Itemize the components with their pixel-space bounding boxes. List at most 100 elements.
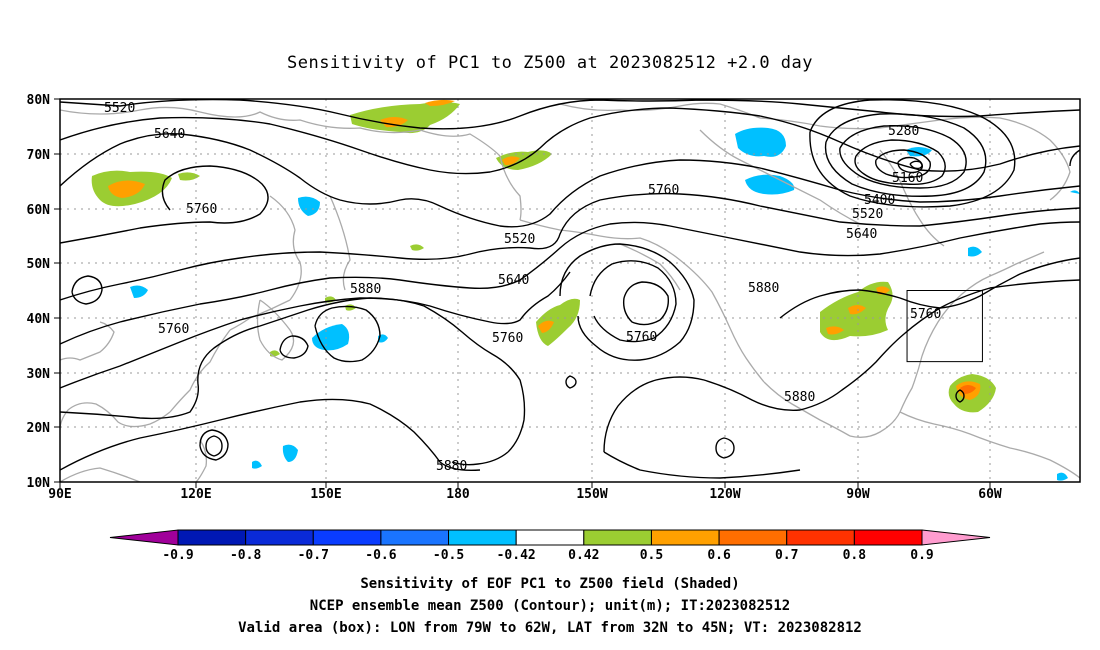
lon-label: 150W: [576, 487, 607, 502]
caption-line-2: NCEP ensemble mean Z500 (Contour); unit(…: [310, 598, 790, 614]
colorbar-arrow-right: [921, 529, 991, 546]
contour-5160-low: [875, 149, 931, 179]
contour-small-loop-6: [955, 389, 965, 403]
colorbar: -0.9 -0.8 -0.7 -0.6 -0.5 -0.42 0.42 0.5 0.6 0.7 0.…: [109, 529, 991, 563]
coast-chukotka: [499, 155, 522, 221]
contour-label-5760-e: 5760: [910, 307, 941, 322]
coast-kuril: [329, 195, 351, 291]
shade-asia-green-2: [178, 172, 200, 181]
contour-5880-south: [60, 398, 481, 472]
latitude-labels: 80N 70N 60N 50N 40N 30N 20N 10N: [27, 93, 51, 491]
colorbar-segment: [448, 529, 517, 546]
contour-small-loop-2: [199, 429, 229, 461]
contour-small-loop-4: [715, 437, 735, 459]
valid-area-box: [906, 290, 983, 363]
colorbar-label: 0.6: [707, 548, 731, 563]
contour-label-5640-b: 5640: [846, 227, 877, 242]
contour-5640-north: [60, 133, 1080, 228]
shade-small-blue-4: [906, 147, 932, 157]
contour-label-5760-c2: 5760: [626, 330, 657, 345]
shade-arctic-orange: [380, 117, 408, 128]
shade-asia-orange: [108, 180, 145, 198]
lon-label: 60W: [978, 487, 1002, 502]
lat-label: 50N: [27, 257, 51, 272]
colorbar-label: -0.7: [298, 548, 329, 563]
coast-mexico: [763, 381, 851, 437]
shade-arctic-green: [350, 102, 460, 134]
colorbar-segment: [312, 529, 382, 546]
contour-5760-low-inner: [622, 281, 670, 326]
contour-label-5760-a: 5760: [186, 202, 217, 217]
contour-label-5880-a: 5880: [350, 282, 381, 297]
map-frame: [59, 98, 1081, 483]
colorbar-label: -0.9: [162, 548, 193, 563]
shade-small-blue-1: [252, 460, 262, 469]
coast-philippines: [195, 439, 208, 482]
contour-label-5280: 5280: [888, 124, 919, 139]
contour-5760-low-outer: [559, 243, 695, 361]
colorbar-segment: [245, 529, 314, 546]
contour-5880-west: [60, 297, 526, 453]
contour-label-5760-mid: 5760: [648, 183, 679, 198]
lon-label: 90W: [846, 487, 870, 502]
contour-small-loop-5: [565, 375, 577, 389]
coast-china-east: [169, 329, 231, 413]
contour-5280-low: [839, 125, 967, 189]
lat-label: 30N: [27, 367, 51, 382]
colorbar-label: -0.42: [497, 548, 536, 563]
coast-caribbean: [899, 411, 1080, 479]
colorbar-segment: [177, 529, 247, 546]
contour-label-5160: 5160: [892, 171, 923, 186]
coast-canada-arctic: [559, 102, 761, 119]
lat-label: 40N: [27, 312, 51, 327]
contour-5760-asia: [60, 165, 269, 244]
colorbar-segment: [718, 529, 788, 546]
coast-siberia-arctic: [60, 106, 501, 157]
contour-5100-low: [897, 156, 924, 174]
lat-label: 10N: [27, 476, 51, 491]
contour-label-5760-c1: 5760: [492, 331, 523, 346]
shade-small-blue-3: [968, 246, 982, 257]
contour-label-5640-mid: 5640: [498, 273, 529, 288]
contour-label-5520-a: 5520: [104, 101, 135, 116]
shade-greenland-blue: [735, 127, 786, 157]
colorbar-label: 0.9: [910, 548, 933, 563]
contour-5700: [60, 192, 1080, 301]
shade-atlantic-red: [960, 385, 976, 394]
longitude-labels: 90E 120E 150E 180 150W 120W 90W 60W: [48, 487, 1002, 502]
colorbar-label: -0.5: [433, 548, 464, 563]
shade-small-green-1: [410, 244, 424, 251]
colorbar-segment: [786, 529, 855, 546]
contour-label-5880-d: 5880: [436, 459, 467, 474]
lon-label: 120E: [180, 487, 211, 502]
shade-small-blue-5: [1070, 190, 1080, 194]
coast-us-east: [921, 251, 1045, 357]
grid-lines: [60, 99, 1080, 482]
lat-label: 60N: [27, 203, 51, 218]
contour-label-5520-mid: 5520: [504, 232, 535, 247]
lon-label: 120W: [709, 487, 740, 502]
shade-arctic-orange-2: [425, 99, 455, 106]
contour-label-5400: 5400: [864, 193, 895, 208]
colorbar-arrow-left: [109, 529, 179, 546]
colorbar-segment: [650, 529, 720, 546]
colorbar-label: 0.8: [843, 548, 867, 563]
shade-canada-blue: [745, 174, 795, 195]
contour-label-5880-b: 5880: [748, 281, 779, 296]
contour-5760-low-mid: [589, 260, 677, 343]
coast-bc: [619, 243, 681, 291]
colorbar-label: -0.8: [230, 548, 261, 563]
contour-small-loop-3: [205, 435, 223, 457]
coast-hudson: [699, 129, 861, 225]
colorbar-label: 0.42: [568, 548, 599, 563]
shade-pacific-green: [536, 298, 580, 346]
contour-5880-west-b: [451, 451, 509, 466]
lon-label: 90E: [48, 487, 71, 502]
z500-contours: [60, 99, 1080, 479]
contour-5820-east: [779, 257, 1080, 319]
contour-small-loop-1: [279, 335, 309, 359]
contour-5400-low: [809, 99, 1016, 208]
colorbar-segment: [853, 529, 923, 546]
lat-label: 20N: [27, 421, 51, 436]
